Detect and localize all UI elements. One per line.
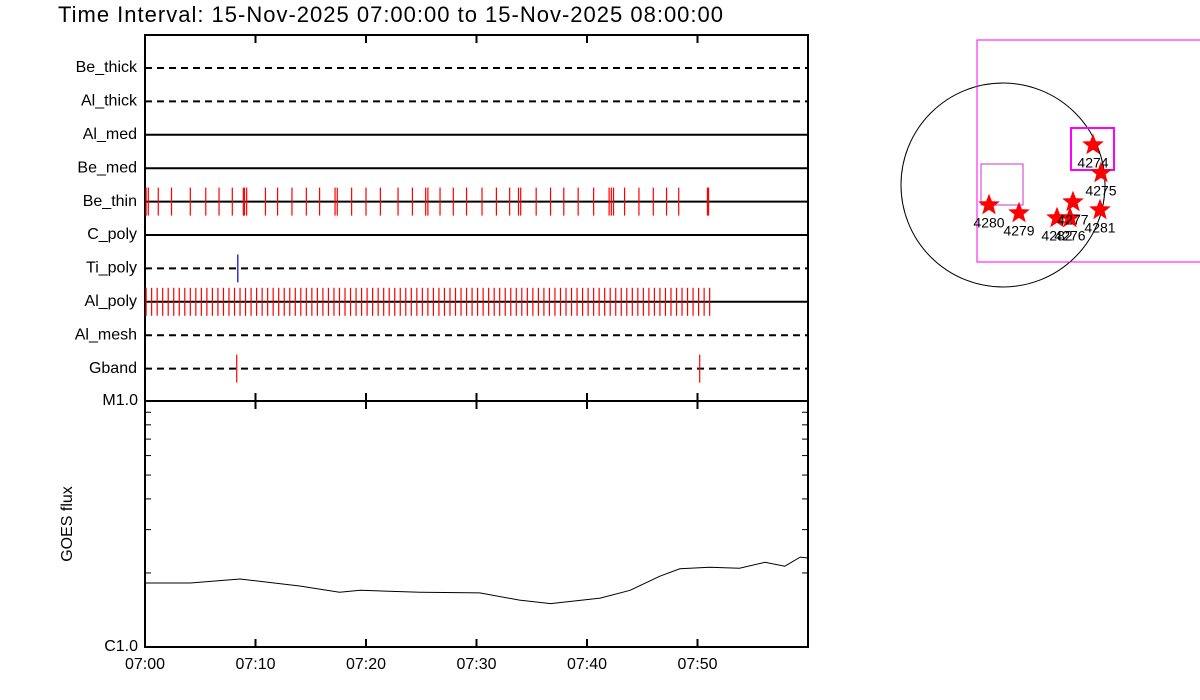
x-tick-label: 07:40 — [567, 656, 607, 673]
goes-line — [145, 556, 809, 605]
region-label: 4279 — [1003, 223, 1034, 239]
row-label: Be_thin — [83, 193, 137, 210]
goes-frame — [144, 400, 809, 648]
row-label: Be_thick — [76, 59, 138, 76]
region-star — [978, 193, 1000, 215]
chart-title: Time Interval: 15-Nov-2025 07:00:00 to 1… — [58, 2, 724, 27]
region-label: 4277 — [1057, 212, 1088, 228]
row-label: Ti_poly — [86, 260, 137, 277]
row-label: Al_med — [83, 126, 137, 143]
region-star — [1082, 133, 1104, 155]
region-label: 4276 — [1054, 228, 1085, 244]
fov-box — [976, 39, 1200, 263]
x-tick-label: 07:30 — [456, 656, 496, 673]
region-star — [1089, 198, 1111, 220]
region-label: 4280 — [973, 215, 1004, 231]
row-label: C_poly — [87, 226, 137, 243]
region-star — [1062, 190, 1084, 212]
region-star — [1008, 201, 1030, 223]
region-label: 4275 — [1085, 183, 1116, 199]
x-tick-label: 07:10 — [235, 656, 275, 673]
solar-disk — [900, 82, 1106, 288]
row-label: Al_mesh — [75, 326, 137, 343]
region-star — [1090, 161, 1112, 183]
region-label: 4281 — [1084, 220, 1115, 236]
region-star — [1059, 206, 1081, 228]
region-label: 4274 — [1077, 155, 1108, 171]
row-label: Be_med — [77, 159, 137, 176]
y-tick-label: C1.0 — [104, 638, 138, 655]
fov-box-small — [980, 163, 1024, 206]
row-label: Gband — [89, 360, 137, 377]
row-label: Al_poly — [85, 293, 137, 310]
x-tick-label: 07:20 — [346, 656, 386, 673]
y-tick-label: M1.0 — [102, 392, 138, 409]
timeline-frame — [144, 34, 809, 402]
region-label: 4282 — [1041, 228, 1072, 244]
x-tick-label: 07:50 — [677, 656, 717, 673]
y-axis-label: GOES flux — [59, 486, 76, 562]
x-tick-label: 07:00 — [125, 656, 165, 673]
row-label: Al_thick — [81, 93, 138, 110]
